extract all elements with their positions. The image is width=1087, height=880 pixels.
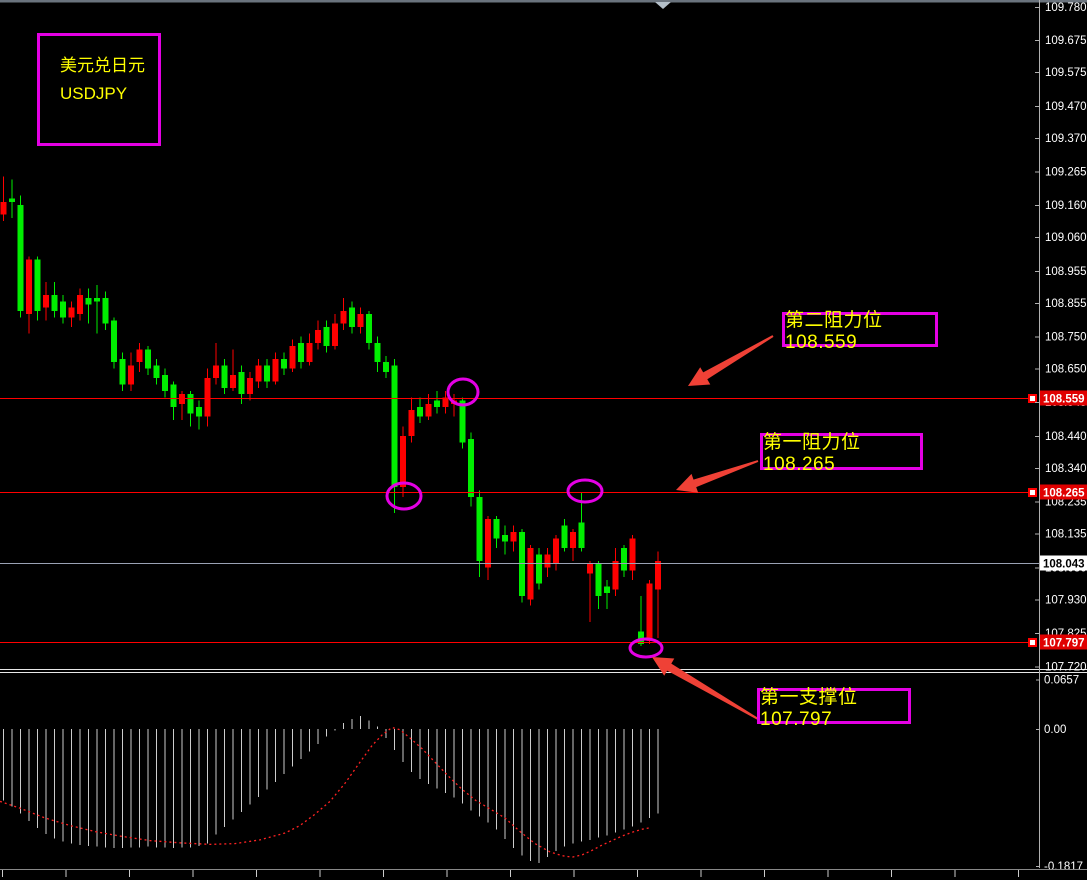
- price-tick-label: 108.855: [1045, 298, 1087, 310]
- resistance2-line-handle[interactable]: [1028, 394, 1037, 403]
- macd-histogram: [3, 716, 659, 864]
- time-axis: [0, 869, 1087, 877]
- price-tick-label: 109.265: [1045, 166, 1087, 178]
- price-tick-label: 108.650: [1045, 364, 1087, 376]
- price-tick-label: 107.930: [1045, 594, 1087, 606]
- price-tick-label: 107.720: [1045, 662, 1087, 674]
- symbol-label-box[interactable]: 美元兑日元 USDJPY: [37, 33, 161, 146]
- indicator-tick-label: -0.1817: [1044, 861, 1083, 873]
- resistance1-label-box[interactable]: 第一阻力位108.265: [760, 432, 923, 475]
- price-tick-label: 108.340: [1045, 463, 1087, 475]
- current-price-label: 108.043: [1043, 559, 1085, 571]
- resistance2-label-box[interactable]: 第二阻力位108.559: [782, 310, 938, 353]
- candlestick-series: [0, 176, 661, 646]
- symbol-ticker: USDJPY: [60, 84, 128, 104]
- highlight-ellipse[interactable]: [628, 637, 664, 659]
- price-tick-label: 109.575: [1045, 67, 1087, 79]
- price-tick-label: 109.675: [1045, 35, 1087, 47]
- highlight-ellipse[interactable]: [385, 481, 423, 511]
- price-tick-label: 108.235: [1045, 497, 1087, 509]
- price-tick-label: 109.060: [1045, 232, 1087, 244]
- support1-label-box[interactable]: 第一支撑位107.797: [757, 687, 911, 730]
- price-tick-label: 108.750: [1045, 332, 1087, 344]
- panel-separator[interactable]: [0, 669, 1087, 673]
- highlight-ellipse[interactable]: [446, 377, 480, 407]
- symbol-name-cn: 美元兑日元: [60, 56, 145, 75]
- price-tick-label: 108.135: [1045, 529, 1087, 541]
- resistance2-price-label: 108.559: [1043, 394, 1085, 406]
- resistance1-label-text: 第一阻力位108.265: [763, 432, 861, 475]
- resistance2-price-label-bg: [1040, 390, 1087, 406]
- indicator-tick-label: 0.00: [1044, 724, 1066, 736]
- price-tick-label: 109.470: [1045, 101, 1087, 113]
- resistance1-price-label-bg: [1040, 484, 1087, 500]
- price-tick-label: 109.370: [1045, 133, 1087, 145]
- resistance1-line-handle[interactable]: [1028, 488, 1037, 497]
- current-price-label-bg: [1040, 555, 1087, 571]
- macd-signal-line: [0, 726, 651, 858]
- resistance1-price-label: 108.265: [1043, 488, 1085, 500]
- top-scale-strip[interactable]: [0, 0, 1087, 3]
- price-tick-label: 109.780: [1045, 2, 1087, 14]
- support1-line-handle[interactable]: [1028, 638, 1037, 647]
- annotation-arrow[interactable]: [676, 460, 759, 493]
- resistance2-label-text: 第二阻力位108.559: [785, 310, 883, 353]
- last-bar-marker-icon: [655, 2, 671, 9]
- indicator-tick-label: 0.0657: [1044, 674, 1079, 686]
- annotation-arrow[interactable]: [652, 657, 759, 720]
- annotation-arrow[interactable]: [688, 335, 774, 386]
- support1-price-label: 107.797: [1043, 638, 1085, 650]
- highlight-ellipse[interactable]: [566, 478, 604, 504]
- support1-label-text: 第一支撑位107.797: [760, 686, 858, 730]
- price-tick-label: 109.160: [1045, 200, 1087, 212]
- support1-price-label-bg: [1040, 634, 1087, 650]
- price-axis: 109.780 109.675 109.575 109.470 109.370 109.2…: [1035, 0, 1087, 873]
- price-tick-label: 108.440: [1045, 431, 1087, 443]
- price-tick-label: 108.955: [1045, 266, 1087, 278]
